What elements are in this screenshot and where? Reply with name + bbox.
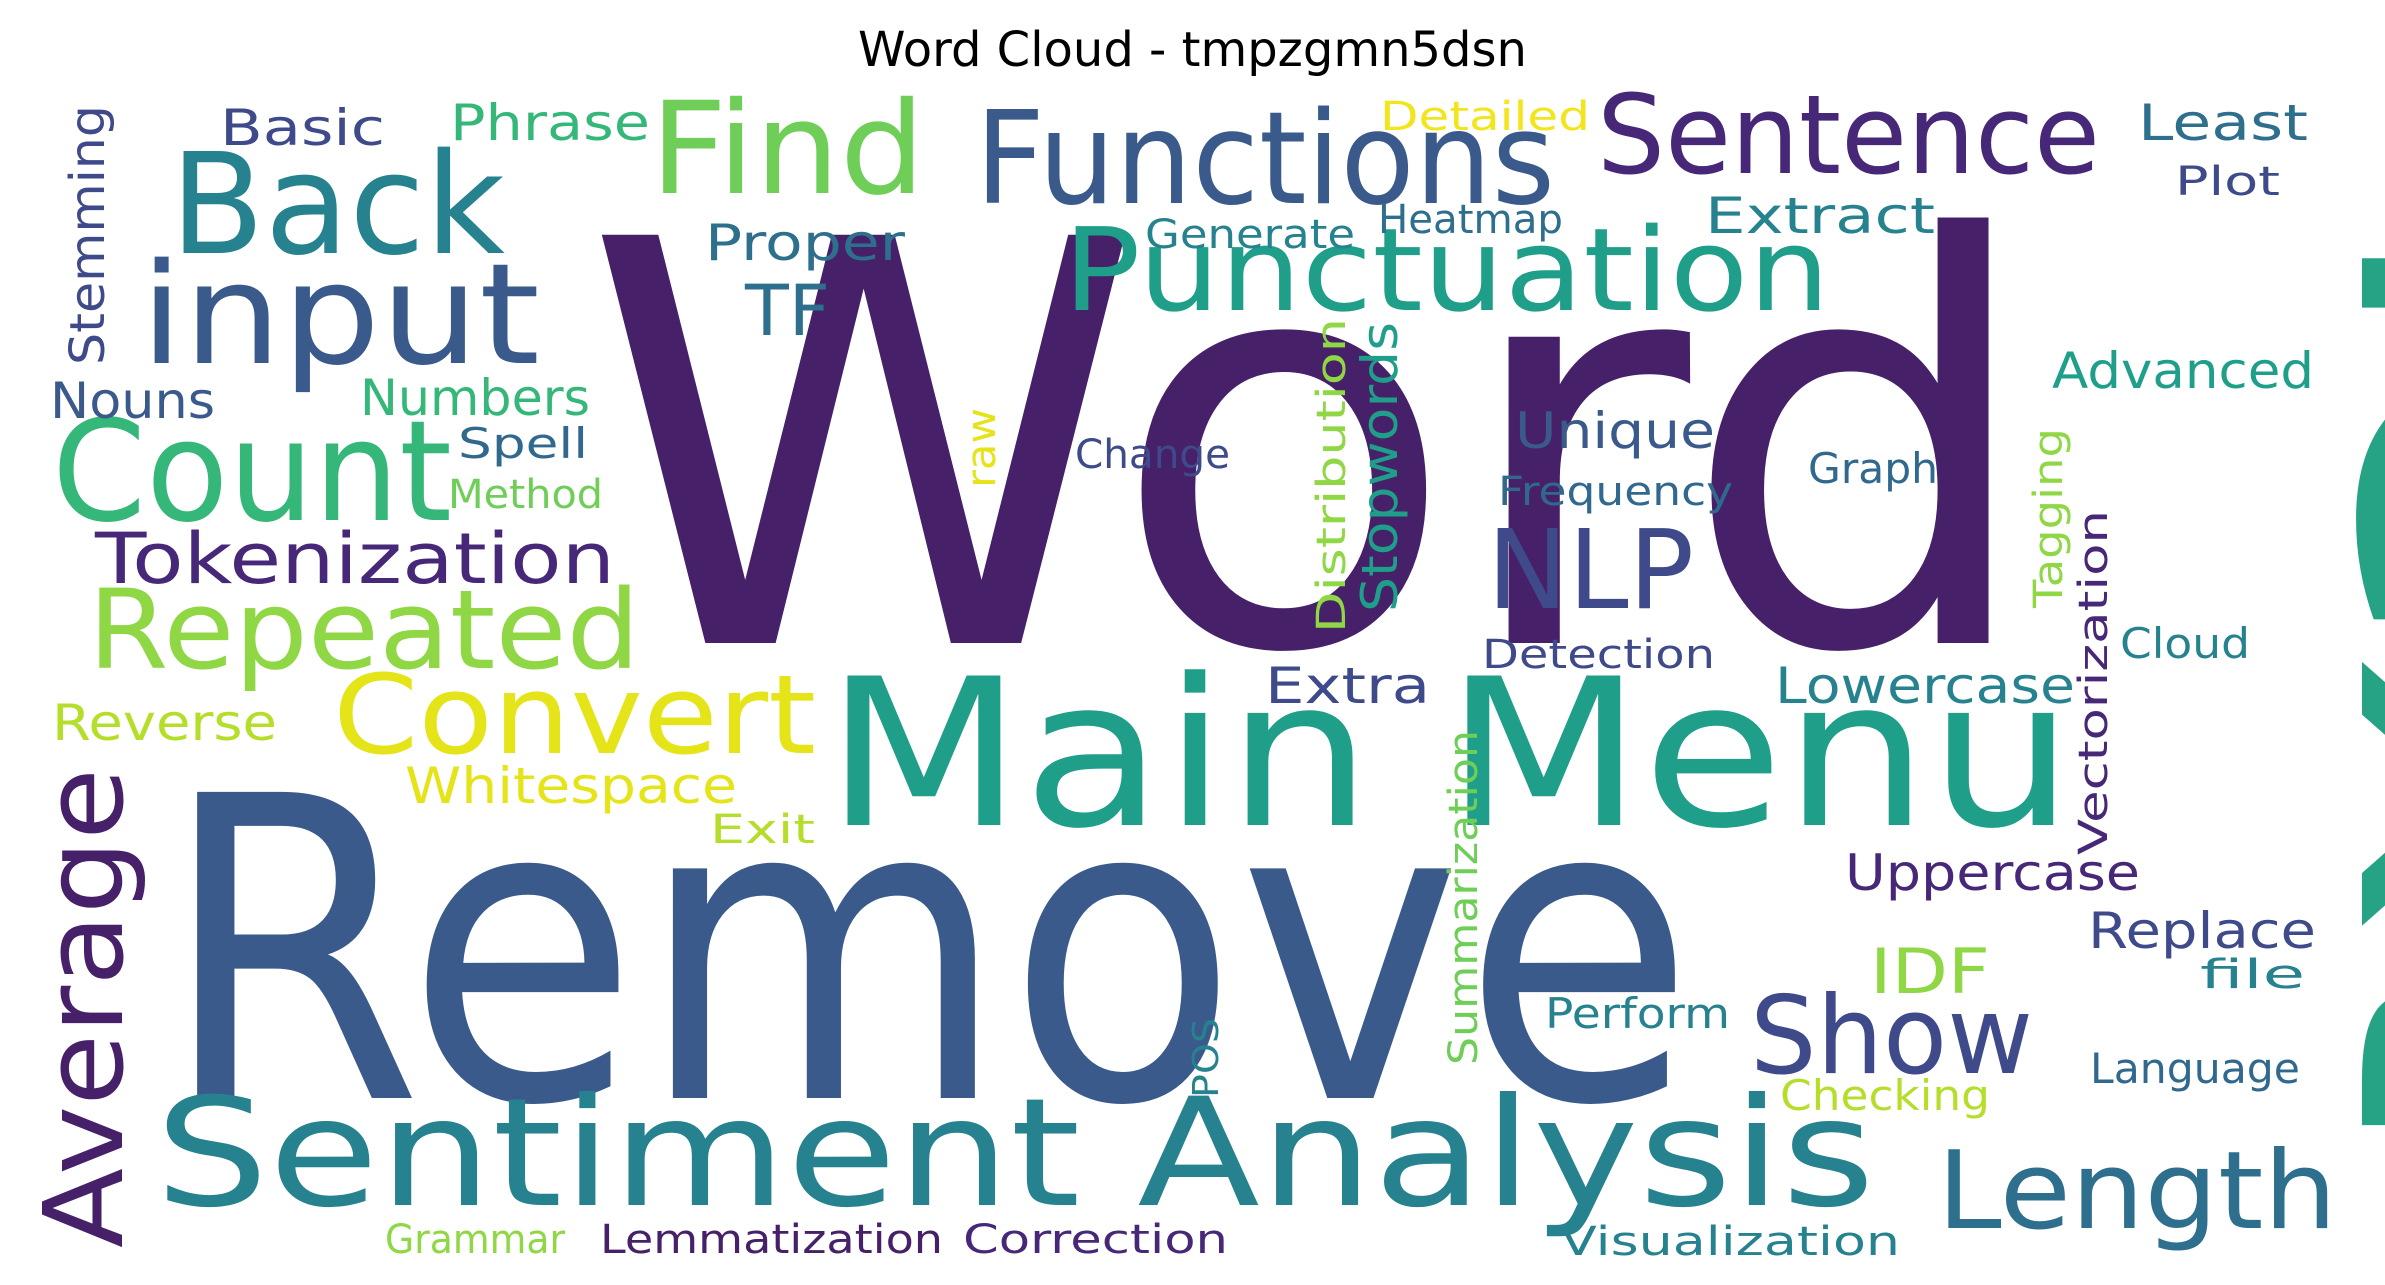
- word-input: input: [140, 234, 540, 397]
- word-pos: POS: [1186, 1018, 1227, 1098]
- word-spell: Spell: [458, 419, 588, 468]
- word-heatmap: Heatmap: [1378, 197, 1563, 243]
- word-summarization: Summarization: [1441, 730, 1487, 1065]
- word-length: Length: [1937, 1129, 2337, 1254]
- word-proper: Proper: [705, 214, 906, 272]
- word-whitespace: Whitespace: [405, 757, 737, 815]
- word-perform: Perform: [1545, 989, 1730, 1038]
- word-change: Change: [1075, 432, 1230, 478]
- word-reverse: Reverse: [52, 694, 277, 752]
- word-nlp: NLP: [1487, 506, 1694, 634]
- word-extract: Extract: [1705, 187, 1935, 245]
- word-method: Method: [448, 472, 603, 518]
- word-phrase: Phrase: [450, 94, 650, 152]
- word-uppercase: Uppercase: [1845, 844, 2140, 902]
- word-generate: Generate: [1145, 212, 1355, 258]
- word-repeated: Repeated: [88, 566, 640, 694]
- word-language: Language: [2090, 1044, 2300, 1093]
- word-distribution: Distribution: [1309, 318, 1355, 633]
- word-word: Word: [583, 124, 2040, 776]
- word-numbers: Numbers: [360, 369, 590, 427]
- word-grammar: Grammar: [385, 1217, 566, 1263]
- word-stopwords: Stopwords: [1351, 322, 1409, 612]
- word-lemmatization: Lemmatization: [600, 1217, 943, 1263]
- word-frequency: Frequency: [1498, 469, 1733, 515]
- word-main-menu: Main Menu: [825, 636, 2074, 874]
- word-sentence: Sentence: [1597, 71, 2100, 199]
- word-checking: Checking: [1780, 1071, 1990, 1120]
- word-lowercase: Lowercase: [1775, 657, 2075, 715]
- figure-title: Word Cloud - tmpzgmn5dsn: [858, 22, 1527, 78]
- word-tokenization: Tokenization: [94, 518, 615, 600]
- word-remove: Remove: [160, 709, 1695, 1198]
- word-least: Least: [2138, 94, 2308, 152]
- word-text: Text: [2262, 123, 2385, 1137]
- word-extra: Extra: [1265, 657, 1430, 715]
- word-vectorization: Vectorization: [2071, 510, 2117, 855]
- word-tagging: Tagging: [2026, 428, 2072, 609]
- word-detection: Detection: [1482, 632, 1715, 678]
- word-convert: Convert: [333, 651, 816, 779]
- word-sentiment-analysis: Sentiment Analysis: [155, 1067, 1875, 1241]
- word-idf: IDF: [1870, 935, 1990, 1008]
- word-back: Back: [170, 124, 505, 287]
- word-replace: Replace: [2088, 902, 2316, 960]
- word-raw: raw: [959, 408, 1005, 488]
- word-correction: Correction: [963, 1217, 1228, 1263]
- word-plot: Plot: [2175, 159, 2280, 205]
- word-punctuation: Punctuation: [1063, 204, 1830, 338]
- word-detailed: Detailed: [1380, 94, 1590, 140]
- word-nouns: Nouns: [50, 372, 215, 430]
- word-count: Count: [52, 391, 452, 554]
- word-advanced: Advanced: [2052, 342, 2314, 400]
- word-basic: Basic: [220, 99, 385, 157]
- word-functions: Functions: [975, 85, 1555, 234]
- word-average: Average: [20, 768, 148, 1248]
- word-tf: TF: [744, 270, 830, 352]
- word-file: file: [2200, 952, 2305, 998]
- word-cloud: Cloud: [2120, 619, 2250, 668]
- word-find: Find: [650, 75, 925, 224]
- word-stemming: Stemming: [60, 105, 116, 365]
- word-visualization: Visualization: [1560, 1219, 1900, 1265]
- word-graph: Graph: [1808, 444, 1938, 493]
- word-exit: Exit: [710, 807, 815, 853]
- word-show: Show: [1750, 974, 2033, 1099]
- word-unique: Unique: [1515, 402, 1715, 460]
